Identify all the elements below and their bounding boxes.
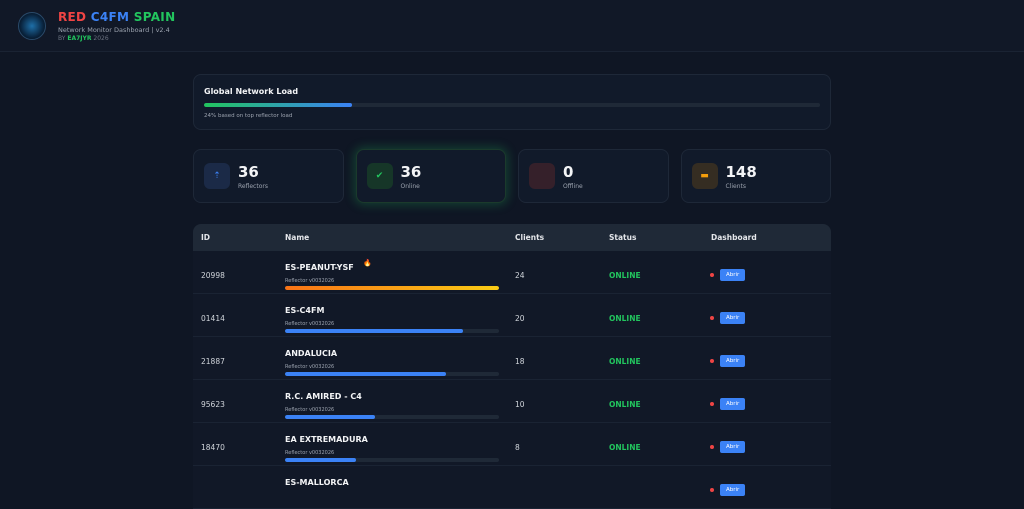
live-dot-icon <box>710 445 714 449</box>
logo <box>18 11 46 40</box>
open-dashboard-button[interactable]: Abrir <box>720 398 746 410</box>
open-dashboard-button[interactable]: Abrir <box>720 312 746 324</box>
stat-value: 36 <box>400 162 422 181</box>
reflector-name: ES-MALLORCA <box>285 478 349 487</box>
x-icon <box>529 163 555 189</box>
live-dot-icon <box>710 488 714 492</box>
stats-row: ⇡ 36 Reflectors ✔ 36 Online 0 Offline ▬ … <box>193 149 831 203</box>
client-load-bar <box>285 458 499 462</box>
open-dashboard-button[interactable]: Abrir <box>720 355 746 367</box>
stat-label: Reflectors <box>238 182 268 190</box>
status-badge: ONLINE <box>609 314 641 323</box>
client-load-bar <box>285 415 499 419</box>
reflector-id: 18470 <box>201 443 225 452</box>
reflector-id: 21887 <box>201 357 225 366</box>
reflector-name: R.C. AMIRED - C4 <box>285 392 362 401</box>
stat-label: Offline <box>563 182 583 190</box>
stat-value: 0 <box>563 162 574 181</box>
load-progress <box>204 103 820 107</box>
client-count: 8 <box>515 443 520 452</box>
reflector-name: EA EXTREMADURA <box>285 435 368 444</box>
reflector-version: Reflector v0032026 <box>285 450 335 456</box>
fire-icon: 🔥 <box>363 259 372 267</box>
client-count: 24 <box>515 271 525 280</box>
status-badge: ONLINE <box>609 443 641 452</box>
live-dot-icon <box>710 359 714 363</box>
stat-card-offline: 0 Offline <box>518 149 669 203</box>
app-title: RED C4FM SPAIN <box>58 9 176 24</box>
stat-card-clients: ▬ 148 Clients <box>680 149 831 203</box>
table-row: 95623 R.C. AMIRED - C4 Reflector v003202… <box>193 380 831 423</box>
stat-value: 148 <box>725 162 757 181</box>
table-row: 21887 ANDALUCIA Reflector v0032026 18 ON… <box>193 337 831 380</box>
live-dot-icon <box>710 402 714 406</box>
client-load-bar <box>285 372 499 376</box>
table-row: 20998 ES-PEANUT-YSF 🔥 Reflector v0032026… <box>193 251 831 294</box>
status-badge: ONLINE <box>609 357 641 366</box>
table-row: ES-MALLORCA Abrir <box>193 466 831 509</box>
table-row: 18470 EA EXTREMADURA Reflector v0032026 … <box>193 423 831 466</box>
reflector-id: 20998 <box>201 271 225 280</box>
global-load-panel: Global Network Load 24% based on top ref… <box>193 74 831 130</box>
client-count: 20 <box>515 314 525 323</box>
open-dashboard-button[interactable]: Abrir <box>720 441 746 453</box>
status-badge: ONLINE <box>609 400 641 409</box>
table-row: 01414 ES-C4FM Reflector v0032026 20 ONLI… <box>193 294 831 337</box>
reflector-version: Reflector v0032026 <box>285 278 335 284</box>
open-dashboard-button[interactable]: Abrir <box>720 269 746 281</box>
reflector-name: ES-C4FM <box>285 306 325 315</box>
stat-card-reflectors: ⇡ 36 Reflectors <box>193 149 344 203</box>
stat-card-online: ✔ 36 Online <box>355 149 506 203</box>
check-icon: ✔ <box>366 163 393 189</box>
load-title: Global Network Load <box>204 87 299 96</box>
status-badge: ONLINE <box>609 271 641 280</box>
reflector-table: ID Name Clients Status Dashboard 20998 E… <box>193 224 831 509</box>
reflector-version: Reflector v0032026 <box>285 321 335 327</box>
reflector-id: 01414 <box>201 314 225 323</box>
reflector-name: ANDALUCIA <box>285 349 338 358</box>
reflector-version: Reflector v0032026 <box>285 364 335 370</box>
app-subtitle: Network Monitor Dashboard | v2.4 <box>58 25 170 34</box>
credit: BY EA7JYR 2026 <box>58 34 109 42</box>
client-load-bar <box>285 286 499 290</box>
live-dot-icon <box>710 273 714 277</box>
reflector-id: 95623 <box>201 400 225 409</box>
reflector-name: ES-PEANUT-YSF <box>285 263 354 272</box>
client-count: 10 <box>515 400 525 409</box>
users-icon: ▬ <box>691 163 718 189</box>
stat-value: 36 <box>238 162 259 181</box>
stat-label: Clients <box>725 182 747 190</box>
antenna-icon: ⇡ <box>204 163 230 189</box>
open-dashboard-button[interactable]: Abrir <box>720 484 746 496</box>
reflector-version: Reflector v0032026 <box>285 407 335 413</box>
client-load-bar <box>285 329 499 333</box>
app-header: RED C4FM SPAIN Network Monitor Dashboard… <box>0 0 1024 52</box>
stat-label: Online <box>400 182 420 190</box>
load-caption: 24% based on top reflector load <box>204 113 293 119</box>
live-dot-icon <box>710 316 714 320</box>
table-header: ID Name Clients Status Dashboard <box>193 224 831 251</box>
client-count: 18 <box>515 357 525 366</box>
